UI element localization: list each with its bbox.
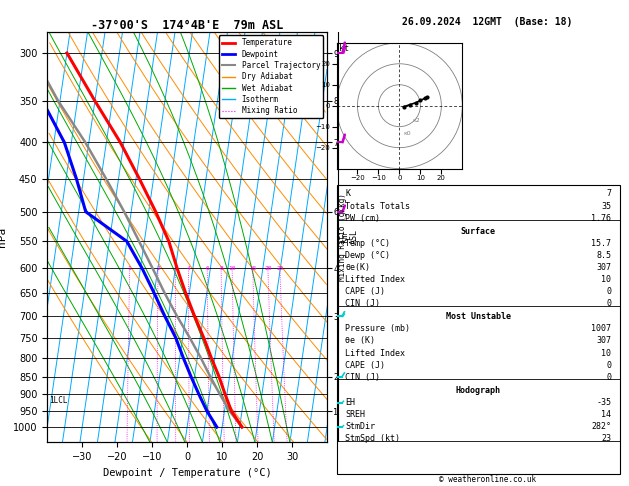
Text: CIN (J): CIN (J) (345, 373, 380, 382)
Text: 0: 0 (606, 361, 611, 369)
Text: 25: 25 (276, 266, 284, 271)
Text: Temp (°C): Temp (°C) (345, 239, 390, 248)
Text: θe (K): θe (K) (345, 336, 375, 346)
Text: CAPE (J): CAPE (J) (345, 361, 385, 369)
Text: © weatheronline.co.uk: © weatheronline.co.uk (439, 474, 536, 484)
Title: -37°00'S  174°4B'E  79m ASL: -37°00'S 174°4B'E 79m ASL (91, 18, 283, 32)
Legend: Temperature, Dewpoint, Parcel Trajectory, Dry Adiabat, Wet Adiabat, Isotherm, Mi: Temperature, Dewpoint, Parcel Trajectory… (219, 35, 323, 118)
Text: K: K (345, 190, 350, 198)
Text: 10: 10 (601, 348, 611, 358)
Text: Totals Totals: Totals Totals (345, 202, 410, 210)
Text: 307: 307 (596, 336, 611, 346)
Text: kt: kt (338, 44, 348, 53)
Text: Dewp (°C): Dewp (°C) (345, 251, 390, 260)
Text: Most Unstable: Most Unstable (445, 312, 511, 321)
Text: 20: 20 (264, 266, 272, 271)
Text: 6: 6 (206, 266, 209, 271)
Text: StmSpd (kt): StmSpd (kt) (345, 434, 400, 443)
Text: Hodograph: Hodograph (455, 386, 501, 395)
Text: CIN (J): CIN (J) (345, 299, 380, 308)
Text: 1LCL: 1LCL (49, 396, 67, 405)
Text: κ0: κ0 (404, 131, 411, 136)
Text: 1: 1 (128, 266, 131, 271)
Text: 1.76: 1.76 (591, 213, 611, 223)
Text: 4: 4 (187, 266, 191, 271)
Text: SREH: SREH (345, 410, 365, 419)
Text: EH: EH (345, 398, 355, 407)
Text: 282°: 282° (591, 422, 611, 431)
Text: 10: 10 (228, 266, 236, 271)
Text: Mixing Ratio (g/kg): Mixing Ratio (g/kg) (338, 193, 347, 281)
Y-axis label: km
ASL: km ASL (340, 229, 359, 244)
Text: Lifted Index: Lifted Index (345, 348, 405, 358)
Y-axis label: hPa: hPa (0, 227, 8, 247)
Text: 23: 23 (601, 434, 611, 443)
Text: 0: 0 (606, 299, 611, 308)
Text: 3: 3 (174, 266, 177, 271)
Text: 26.09.2024  12GMT  (Base: 18): 26.09.2024 12GMT (Base: 18) (403, 17, 572, 27)
Text: StmDir: StmDir (345, 422, 375, 431)
Text: 307: 307 (596, 263, 611, 272)
X-axis label: Dewpoint / Temperature (°C): Dewpoint / Temperature (°C) (103, 468, 272, 478)
Text: 2: 2 (156, 266, 160, 271)
Text: Pressure (mb): Pressure (mb) (345, 325, 410, 333)
Text: 15.7: 15.7 (591, 239, 611, 248)
Text: Lifted Index: Lifted Index (345, 275, 405, 284)
Text: 1007: 1007 (591, 325, 611, 333)
Text: 15: 15 (249, 266, 257, 271)
Text: 7: 7 (606, 190, 611, 198)
Text: 10: 10 (601, 275, 611, 284)
Text: 0: 0 (606, 373, 611, 382)
Text: 14: 14 (601, 410, 611, 419)
Text: -35: -35 (596, 398, 611, 407)
Text: 8.5: 8.5 (596, 251, 611, 260)
Text: κ2: κ2 (412, 119, 420, 123)
Text: Surface: Surface (460, 227, 496, 236)
Text: θe(K): θe(K) (345, 263, 370, 272)
Text: CAPE (J): CAPE (J) (345, 287, 385, 296)
Text: 8: 8 (220, 266, 223, 271)
Text: 0: 0 (606, 287, 611, 296)
Text: PW (cm): PW (cm) (345, 213, 380, 223)
Text: 35: 35 (601, 202, 611, 210)
